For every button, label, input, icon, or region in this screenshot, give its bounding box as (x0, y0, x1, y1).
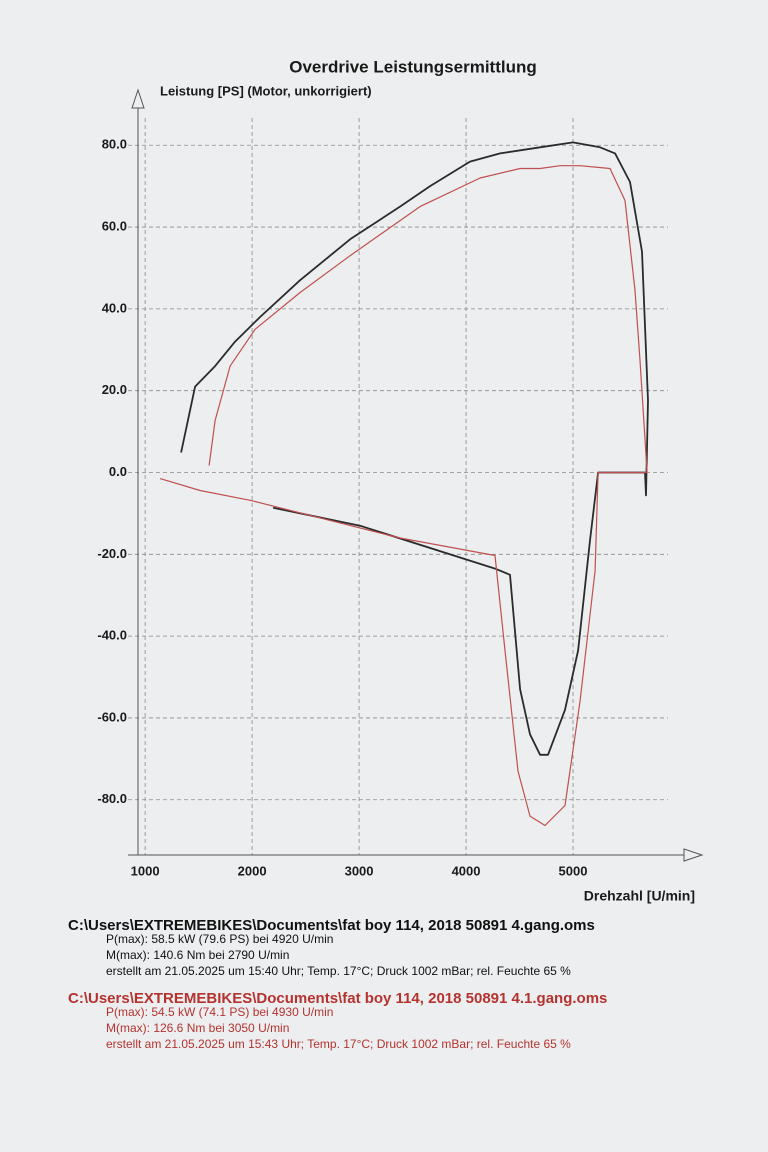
x-tick-label: 3000 (345, 863, 374, 878)
x-axis-label: Drehzahl [U/min] (584, 888, 695, 904)
series-line (159, 165, 648, 827)
y-tick-label: -20.0 (97, 546, 127, 561)
x-tick-label: 4000 (452, 863, 481, 878)
legend-detail: erstellt am 21.05.2025 um 15:43 Uhr; Tem… (106, 1037, 571, 1051)
y-axis-label: Leistung [PS] (Motor, unkorrigiert) (160, 83, 372, 98)
legend-detail: erstellt am 21.05.2025 um 15:40 Uhr; Tem… (106, 964, 571, 978)
legend-detail: M(max): 126.6 Nm bei 3050 U/min (106, 1021, 289, 1035)
x-tick-label: 5000 (559, 863, 588, 878)
legend-entry: C:\Users\EXTREMEBIKES\Documents\fat boy … (68, 990, 607, 1007)
legend-detail: M(max): 140.6 Nm bei 2790 U/min (106, 948, 289, 962)
grid: 80.0 60.0 40.0 20.0 0.0 -20.0 -40.0 -60.0 -80.0 1… (97, 88, 704, 878)
x-tick-label: 2000 (238, 863, 267, 878)
y-tick-label: 40.0 (102, 300, 127, 315)
y-tick-label: -60.0 (97, 709, 127, 724)
series-line (180, 141, 649, 756)
y-tick-label: 60.0 (102, 218, 127, 233)
y-axis-arrow (131, 88, 145, 109)
y-tick-label: 80.0 (102, 137, 127, 152)
legend-detail: P(max): 54.5 kW (74.1 PS) bei 4930 U/min (106, 1005, 333, 1019)
notes: C:\Users\EXTREMEBIKES\Documents\fat boy … (68, 917, 607, 1051)
y-tick-label: -40.0 (97, 628, 127, 643)
plot-area (159, 141, 649, 827)
legend-entry: C:\Users\EXTREMEBIKES\Documents\fat boy … (68, 917, 595, 934)
chart-title: Overdrive Leistungsermittlung (289, 57, 537, 76)
y-tick-label: -80.0 (97, 791, 127, 806)
legend-detail: P(max): 58.5 kW (79.6 PS) bei 4920 U/min (106, 932, 333, 946)
y-tick-label: 0.0 (109, 464, 127, 479)
x-tick-label: 1000 (131, 863, 160, 878)
y-tick-label: 20.0 (102, 382, 127, 397)
x-axis-arrow (683, 848, 704, 862)
